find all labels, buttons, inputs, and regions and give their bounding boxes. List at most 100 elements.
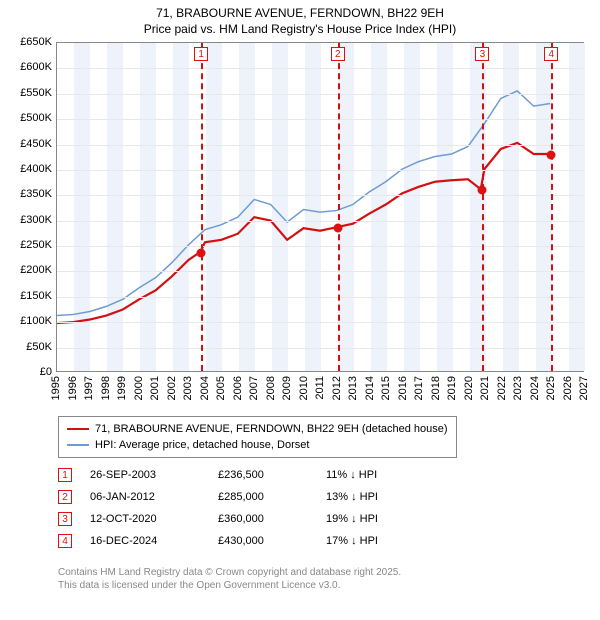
sale-row-date: 06-JAN-2012 (90, 491, 200, 503)
x-axis: 1995199619971998199920002001200220032004… (56, 372, 584, 412)
sale-row: 3 12-OCT-2020 £360,000 19% ↓ HPI (58, 508, 416, 530)
footer-line-2: This data is licensed under the Open Gov… (58, 579, 401, 592)
gridline (57, 170, 583, 171)
gridline (57, 297, 583, 298)
x-tick-label: 2011 (314, 376, 326, 400)
title-block: 71, BRABOURNE AVENUE, FERNDOWN, BH22 9EH… (0, 0, 600, 39)
y-axis: £0£50K£100K£150K£200K£250K£300K£350K£400… (8, 42, 56, 372)
x-tick-label: 1999 (116, 376, 128, 400)
x-tick-label: 2002 (166, 376, 178, 400)
sale-dot (547, 150, 556, 159)
sale-event-line (338, 43, 340, 371)
sale-row-num: 3 (58, 512, 72, 526)
legend-row-hpi: HPI: Average price, detached house, Dors… (67, 437, 448, 453)
sale-row-delta: 11% ↓ HPI (326, 469, 416, 481)
x-tick-label: 1995 (50, 376, 62, 400)
x-tick-label: 2005 (215, 376, 227, 400)
x-tick-label: 2006 (232, 376, 244, 400)
x-tick-label: 2016 (397, 376, 409, 400)
y-tick-label: £100K (20, 315, 52, 327)
sale-event-line (482, 43, 484, 371)
x-tick-label: 2019 (446, 376, 458, 400)
sale-row-date: 16-DEC-2024 (90, 535, 200, 547)
gridline (57, 94, 583, 95)
x-tick-label: 2022 (496, 376, 508, 400)
gridline (57, 68, 583, 69)
x-tick-label: 2020 (463, 376, 475, 400)
sale-row: 4 16-DEC-2024 £430,000 17% ↓ HPI (58, 530, 416, 552)
gridline (57, 119, 583, 120)
gridline (57, 322, 583, 323)
x-tick-label: 2008 (265, 376, 277, 400)
sale-event-marker: 2 (331, 47, 345, 61)
x-tick-label: 1997 (83, 376, 95, 400)
sale-row-num: 1 (58, 468, 72, 482)
y-tick-label: £450K (20, 138, 52, 150)
sale-row-date: 26-SEP-2003 (90, 469, 200, 481)
title-line-1: 71, BRABOURNE AVENUE, FERNDOWN, BH22 9EH (0, 6, 600, 22)
x-tick-label: 2023 (512, 376, 524, 400)
gridline (57, 246, 583, 247)
gridline (57, 195, 583, 196)
sale-row-delta: 19% ↓ HPI (326, 513, 416, 525)
plot-area: 1 2 3 4 (56, 42, 584, 372)
sale-event-marker: 3 (475, 47, 489, 61)
y-tick-label: £500K (20, 112, 52, 124)
x-tick-label: 2003 (182, 376, 194, 400)
sale-event-marker: 4 (544, 47, 558, 61)
gridline (57, 221, 583, 222)
legend-label: 71, BRABOURNE AVENUE, FERNDOWN, BH22 9EH… (95, 423, 448, 435)
sale-row-date: 12-OCT-2020 (90, 513, 200, 525)
sale-event-line (201, 43, 203, 371)
sale-dot (478, 186, 487, 195)
x-tick-label: 2018 (430, 376, 442, 400)
legend: 71, BRABOURNE AVENUE, FERNDOWN, BH22 9EH… (58, 416, 457, 458)
chart-figure: 71, BRABOURNE AVENUE, FERNDOWN, BH22 9EH… (0, 0, 600, 620)
sale-event-line (551, 43, 553, 371)
x-tick-label: 1998 (100, 376, 112, 400)
x-tick-label: 1996 (67, 376, 79, 400)
y-tick-label: £250K (20, 239, 52, 251)
title-line-2: Price paid vs. HM Land Registry's House … (0, 22, 600, 38)
footer: Contains HM Land Registry data © Crown c… (58, 566, 401, 592)
sale-event-marker: 1 (194, 47, 208, 61)
footer-line-1: Contains HM Land Registry data © Crown c… (58, 566, 401, 579)
sale-row-price: £360,000 (218, 513, 308, 525)
x-tick-label: 2026 (562, 376, 574, 400)
y-tick-label: £550K (20, 87, 52, 99)
legend-row-property: 71, BRABOURNE AVENUE, FERNDOWN, BH22 9EH… (67, 421, 448, 437)
sale-row-num: 2 (58, 490, 72, 504)
x-tick-label: 2004 (199, 376, 211, 400)
sale-row-price: £430,000 (218, 535, 308, 547)
x-tick-label: 2010 (298, 376, 310, 400)
y-tick-label: £300K (20, 214, 52, 226)
y-tick-label: £400K (20, 163, 52, 175)
sale-row-num: 4 (58, 534, 72, 548)
gridline (57, 271, 583, 272)
y-tick-label: £650K (20, 36, 52, 48)
legend-swatch (67, 444, 89, 446)
gridline (57, 348, 583, 349)
legend-swatch (67, 428, 89, 430)
sale-row-price: £236,500 (218, 469, 308, 481)
chart-area: £0£50K£100K£150K£200K£250K£300K£350K£400… (8, 42, 592, 412)
sale-row: 1 26-SEP-2003 £236,500 11% ↓ HPI (58, 464, 416, 486)
x-tick-label: 2015 (380, 376, 392, 400)
x-tick-label: 2012 (331, 376, 343, 400)
sale-row-delta: 17% ↓ HPI (326, 535, 416, 547)
x-tick-label: 2021 (479, 376, 491, 400)
x-tick-label: 2009 (281, 376, 293, 400)
x-tick-label: 2000 (133, 376, 145, 400)
sales-table: 1 26-SEP-2003 £236,500 11% ↓ HPI 2 06-JAN-201… (58, 464, 416, 552)
x-tick-label: 2014 (364, 376, 376, 400)
series-line (57, 91, 550, 316)
x-tick-label: 2001 (149, 376, 161, 400)
y-tick-label: £50K (26, 341, 52, 353)
y-tick-label: £200K (20, 264, 52, 276)
legend-label: HPI: Average price, detached house, Dors… (95, 439, 309, 451)
x-tick-label: 2013 (347, 376, 359, 400)
sale-row-price: £285,000 (218, 491, 308, 503)
x-tick-label: 2025 (545, 376, 557, 400)
sale-dot (197, 248, 206, 257)
x-tick-label: 2024 (529, 376, 541, 400)
